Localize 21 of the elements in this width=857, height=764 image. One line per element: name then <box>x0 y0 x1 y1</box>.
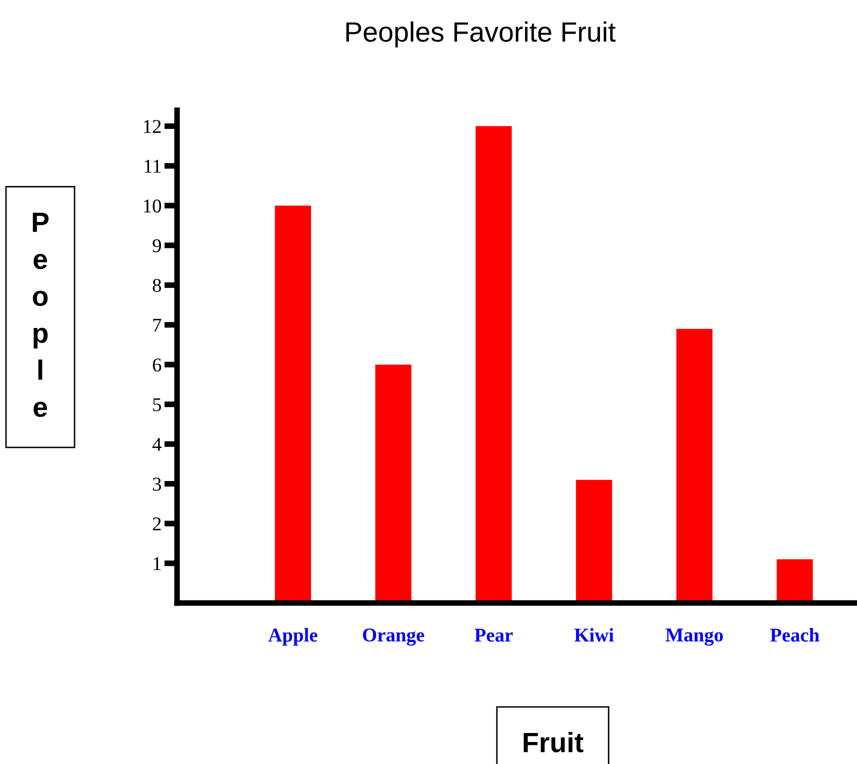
x-tick-label: Orange <box>362 628 424 646</box>
y-tick-label: 7 <box>153 318 162 332</box>
y-tick-label: 8 <box>152 278 162 292</box>
y-tick-label: 9 <box>152 239 161 252</box>
y-tick-label: 5 <box>153 398 162 412</box>
y-tick-label: 10 <box>144 199 162 213</box>
x-axis-title: Fruit <box>524 732 584 752</box>
chart-title: Peoples Favorite Fruit <box>346 21 616 48</box>
x-tick-label: Mango <box>666 628 723 646</box>
y-tick-label: 2 <box>152 517 161 530</box>
y-tick-label: 11 <box>144 160 161 173</box>
y-tick-label: 4 <box>152 438 162 451</box>
y-axis-title: People <box>32 212 49 417</box>
x-tick-label: Apple <box>268 628 318 646</box>
y-tick-label: 1 <box>154 557 161 570</box>
x-tick-label: Pear <box>474 628 513 642</box>
x-tick-label: Kiwi <box>574 628 614 642</box>
y-tick-label: 6 <box>152 358 162 372</box>
y-tick-label: 3 <box>152 478 162 491</box>
x-tick-label: Peach <box>770 628 820 642</box>
y-tick-label: 12 <box>144 120 161 133</box>
